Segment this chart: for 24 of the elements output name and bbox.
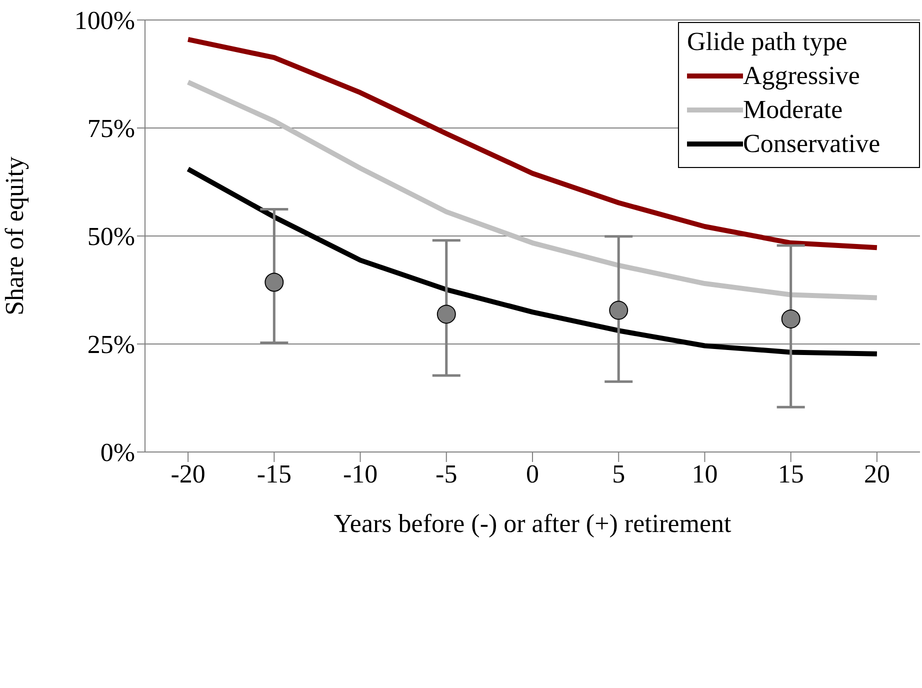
x-tick-label: 0 — [526, 459, 539, 488]
point — [436, 304, 456, 324]
y-tick-label: 0% — [100, 438, 135, 468]
legend-title: Glide path type — [687, 27, 848, 57]
x-tick-label: 10 — [692, 459, 718, 488]
x-tick-label: -15 — [256, 459, 292, 488]
legend-label: Conservative — [743, 129, 880, 159]
y-axis-title: Share of equity — [0, 156, 30, 316]
y-tick-label: 25% — [87, 330, 135, 360]
y-tick-label: 100% — [74, 6, 135, 36]
y-tick-label: 50% — [87, 222, 135, 252]
x-tick-label: -10 — [342, 459, 378, 488]
x-tick-label: -5 — [436, 459, 458, 488]
x-tick-label: 15 — [778, 459, 804, 488]
x-tick-label: -20 — [170, 459, 206, 488]
x-tick-label: 5 — [612, 459, 626, 488]
point — [264, 272, 284, 292]
legend-label: Moderate — [743, 95, 843, 125]
point — [609, 300, 628, 320]
y-tick-label: 75% — [87, 114, 135, 144]
legend-label: Aggressive — [743, 61, 860, 91]
x-axis-title: Years before (-) or after (+) retirement — [334, 509, 732, 538]
x-tick-label: 20 — [864, 459, 890, 488]
point — [781, 309, 800, 328]
